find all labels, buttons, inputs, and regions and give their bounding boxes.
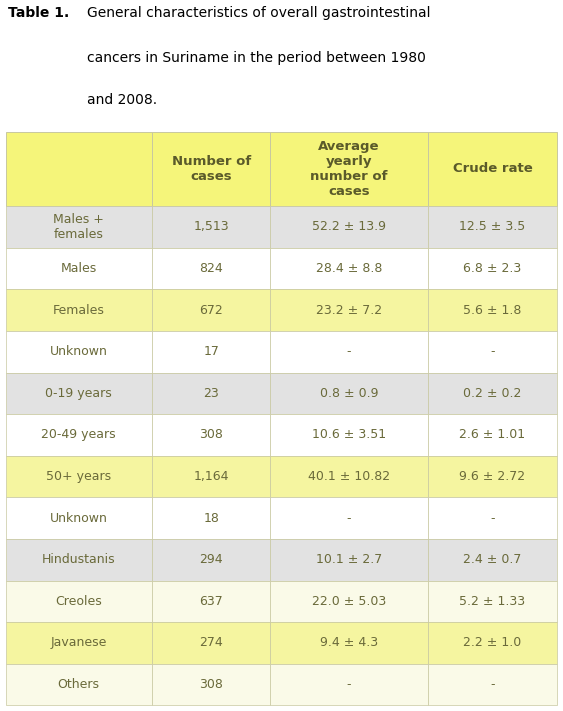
Text: cancers in Suriname in the period between 1980: cancers in Suriname in the period betwee… [87,51,426,65]
Text: 0.8 ± 0.9: 0.8 ± 0.9 [320,387,378,400]
Text: 52.2 ± 13.9: 52.2 ± 13.9 [312,220,386,233]
Text: 23: 23 [203,387,219,400]
Text: -: - [490,346,495,358]
Text: 23.2 ± 7.2: 23.2 ± 7.2 [316,304,382,316]
Text: Javanese: Javanese [51,636,107,649]
Text: 6.8 ± 2.3: 6.8 ± 2.3 [463,262,522,275]
Text: -: - [347,678,351,691]
Text: 294: 294 [199,553,223,566]
Text: 672: 672 [199,304,223,316]
Text: 2.2 ± 1.0: 2.2 ± 1.0 [463,636,522,649]
Text: 2.4 ± 0.7: 2.4 ± 0.7 [463,553,522,566]
Text: Males +
females: Males + females [53,213,104,241]
Text: 637: 637 [199,595,223,608]
Text: -: - [347,512,351,525]
Text: 2.6 ± 1.01: 2.6 ± 1.01 [459,429,526,442]
Text: 5.6 ± 1.8: 5.6 ± 1.8 [463,304,522,316]
Text: 274: 274 [199,636,223,649]
Text: 28.4 ± 8.8: 28.4 ± 8.8 [316,262,382,275]
Text: 0-19 years: 0-19 years [46,387,112,400]
Text: 17: 17 [203,346,219,358]
Text: 12.5 ± 3.5: 12.5 ± 3.5 [459,220,526,233]
Text: 1,513: 1,513 [193,220,229,233]
Text: 20-49 years: 20-49 years [42,429,116,442]
Text: -: - [347,346,351,358]
Text: 308: 308 [199,429,223,442]
Text: Females: Females [53,304,105,316]
Text: 824: 824 [199,262,223,275]
Text: Average
yearly
number of
cases: Average yearly number of cases [310,140,388,198]
Text: 5.2 ± 1.33: 5.2 ± 1.33 [459,595,526,608]
Text: Others: Others [58,678,100,691]
Text: 9.6 ± 2.72: 9.6 ± 2.72 [459,470,526,483]
Text: 10.6 ± 3.51: 10.6 ± 3.51 [312,429,386,442]
Text: 10.1 ± 2.7: 10.1 ± 2.7 [316,553,382,566]
Text: Number of
cases: Number of cases [172,155,251,183]
Text: Unknown: Unknown [50,512,108,525]
Text: 9.4 ± 4.3: 9.4 ± 4.3 [320,636,378,649]
Text: Creoles: Creoles [55,595,102,608]
Text: 50+ years: 50+ years [46,470,111,483]
Text: Hindustanis: Hindustanis [42,553,115,566]
Text: 1,164: 1,164 [194,470,229,483]
Text: Males: Males [61,262,97,275]
Text: 0.2 ± 0.2: 0.2 ± 0.2 [463,387,522,400]
Text: 22.0 ± 5.03: 22.0 ± 5.03 [312,595,386,608]
Text: 308: 308 [199,678,223,691]
Text: and 2008.: and 2008. [87,93,158,107]
Text: General characteristics of overall gastrointestinal: General characteristics of overall gastr… [87,6,431,21]
Text: -: - [490,678,495,691]
Text: 18: 18 [203,512,219,525]
Text: Unknown: Unknown [50,346,108,358]
Text: 40.1 ± 10.82: 40.1 ± 10.82 [308,470,390,483]
Text: Crude rate: Crude rate [453,162,533,176]
Text: Table 1.: Table 1. [8,6,70,21]
Text: -: - [490,512,495,525]
